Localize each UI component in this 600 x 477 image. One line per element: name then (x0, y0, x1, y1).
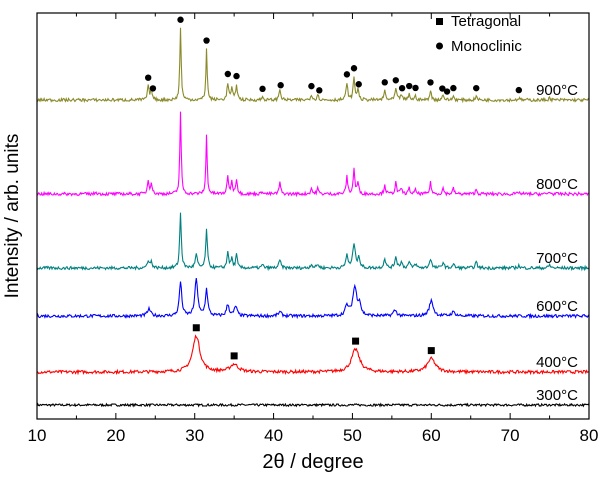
monoclinic-marker (392, 77, 399, 84)
monoclinic-marker (443, 88, 451, 95)
x-tick-label: 10 (28, 426, 47, 445)
monoclinic-marker (259, 85, 266, 93)
x-tick-label: 20 (106, 426, 125, 445)
monoclinic-marker (224, 70, 232, 78)
series-line-800c (36, 111, 590, 198)
series-label-900c: 900°C (536, 82, 578, 99)
monoclinic-marker (316, 87, 323, 94)
monoclinic-marker (308, 82, 315, 90)
x-tick-label: 30 (185, 426, 204, 445)
x-tick-label: 40 (264, 426, 283, 445)
series-labels: 300°C 400°C 600°C 700°C 800°C 900°C (536, 82, 578, 404)
monoclinic-marker (450, 84, 457, 92)
monoclinic-marker (350, 65, 358, 72)
monoclinic-marker (203, 37, 210, 44)
monoclinic-marker (144, 74, 152, 81)
series-label-600c: 600°C (536, 298, 578, 315)
monoclinic-marker (177, 16, 184, 23)
legend-square-marker (436, 18, 443, 25)
x-tick-label: 50 (343, 426, 362, 445)
x-axis-label: 2θ / degree (262, 451, 363, 473)
monoclinic-marker (515, 86, 523, 94)
monoclinic-marker (412, 84, 419, 92)
series-line-700c (36, 212, 590, 272)
legend: Tetragonal Monoclinic (436, 13, 522, 55)
monoclinic-marker (473, 84, 480, 92)
series-label-800c: 800°C (536, 176, 578, 193)
series-line-600c (36, 278, 590, 320)
plot-frame (36, 12, 590, 420)
monoclinic-marker (427, 79, 434, 86)
x-tick-label: 70 (501, 426, 520, 445)
series-label-300c: 300°C (536, 387, 578, 404)
monoclinic-marker (343, 71, 351, 78)
monoclinic-marker (398, 84, 406, 92)
series-label-700c: 700°C (536, 250, 578, 267)
monoclinic-marker (355, 81, 362, 88)
tetragonal-marker (192, 324, 200, 332)
tetragonal-marker (352, 337, 360, 345)
tetragonal-marker (427, 347, 435, 355)
series-line-400c (36, 334, 590, 376)
monoclinic-marker (381, 79, 388, 86)
legend-circle-marker (436, 42, 443, 50)
x-axis-ticks: 10 20 30 40 50 60 70 80 (28, 13, 599, 445)
legend-label-monoclinic: Monoclinic (451, 38, 522, 55)
x-tick-label: 60 (422, 426, 441, 445)
monoclinic-marker (439, 85, 446, 92)
monoclinic-marker (149, 85, 157, 92)
monoclinic-marker (406, 82, 413, 90)
phase-markers (144, 16, 523, 360)
tetragonal-marker (230, 352, 238, 360)
series-line-900c (36, 27, 590, 104)
legend-label-tetragonal: Tetragonal (451, 13, 521, 30)
monoclinic-marker (233, 72, 240, 80)
series-label-400c: 400°C (536, 354, 578, 371)
x-tick-label: 80 (580, 426, 599, 445)
y-axis-label: Intensity / arb. units (2, 134, 23, 299)
monoclinic-marker (277, 82, 284, 89)
series-curves (36, 27, 590, 408)
series-line-300c (36, 402, 590, 408)
